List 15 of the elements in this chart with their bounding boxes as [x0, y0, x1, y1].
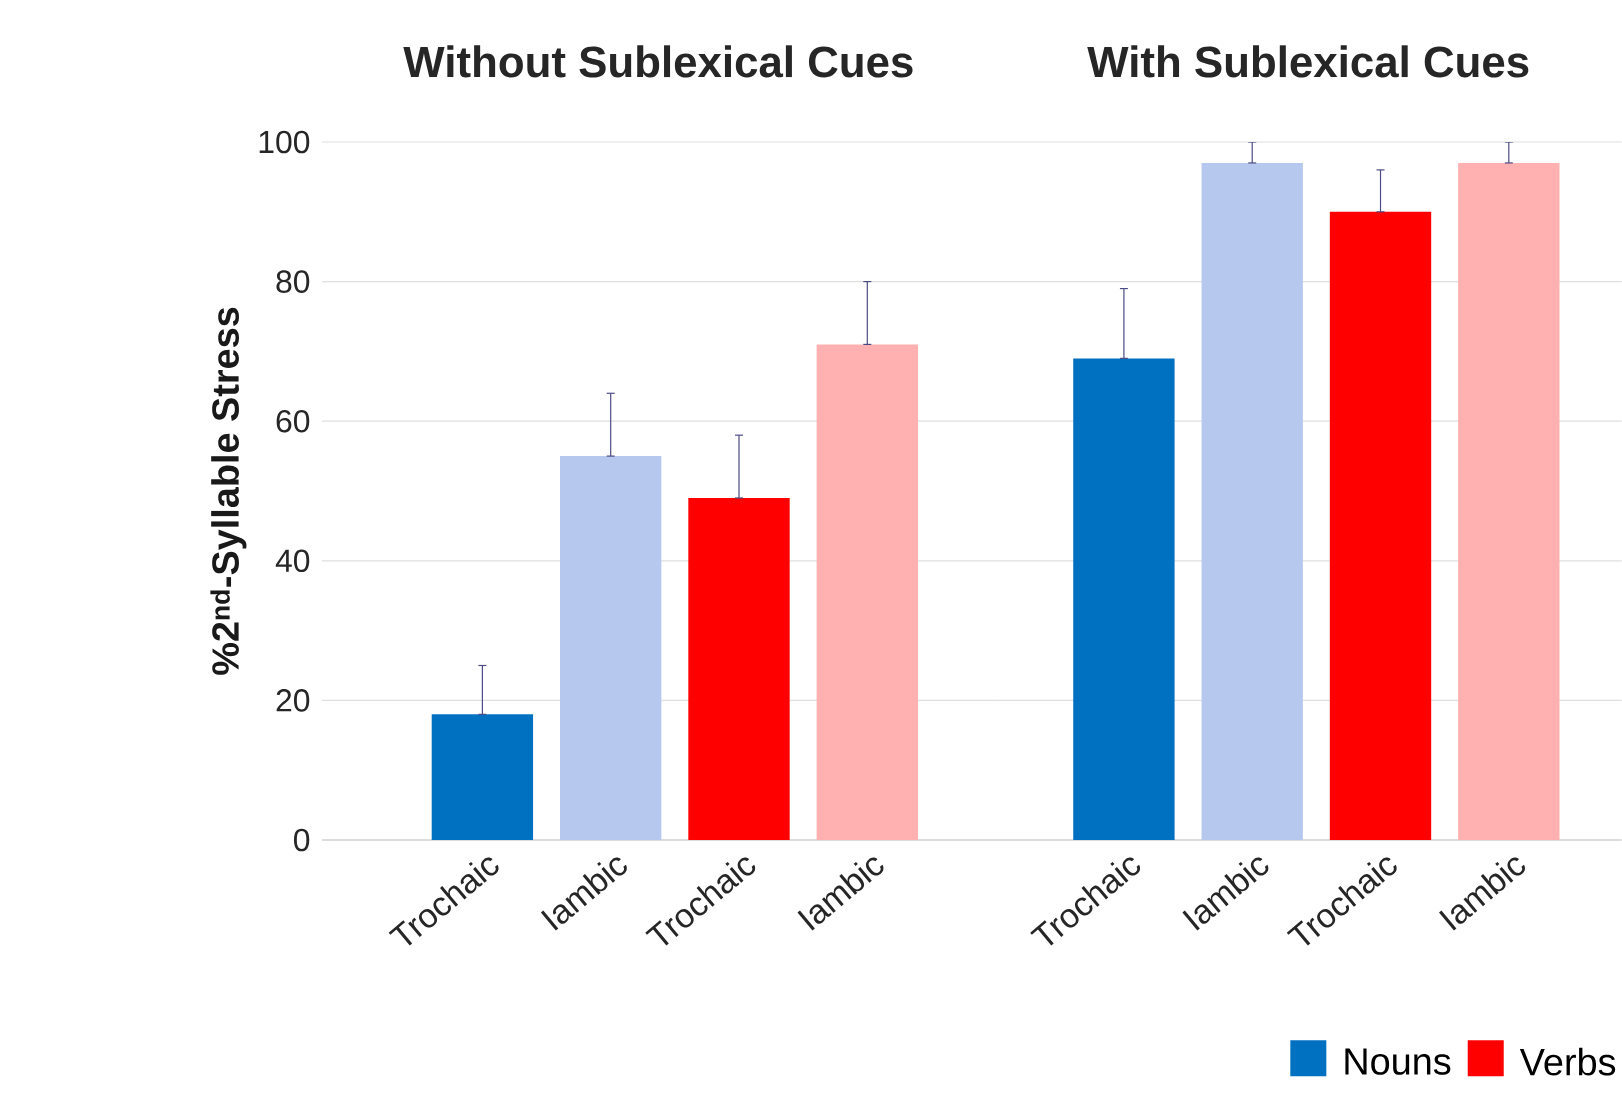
y-tick-label: 100: [259, 130, 310, 154]
bar: [816, 344, 918, 840]
chart-title: With Sublexical Cues: [1087, 45, 1529, 78]
bar: [560, 456, 662, 840]
bar: [431, 714, 534, 840]
bar: [688, 497, 790, 840]
y-tick-label: 40: [275, 549, 310, 573]
legend-label: Verbs: [1519, 1047, 1616, 1076]
legend-label: Nouns: [1345, 1048, 1451, 1075]
y-tick-label: 0: [294, 828, 310, 852]
y-tick-label: 80: [276, 270, 310, 293]
y-tick-label: 20: [276, 689, 310, 712]
y-axis-title: %2$^{nd}$-Syllable Stress: [210, 307, 247, 675]
y-tick-label: 60: [276, 409, 310, 433]
chart-title: Without Sublexical Cues: [403, 45, 913, 78]
